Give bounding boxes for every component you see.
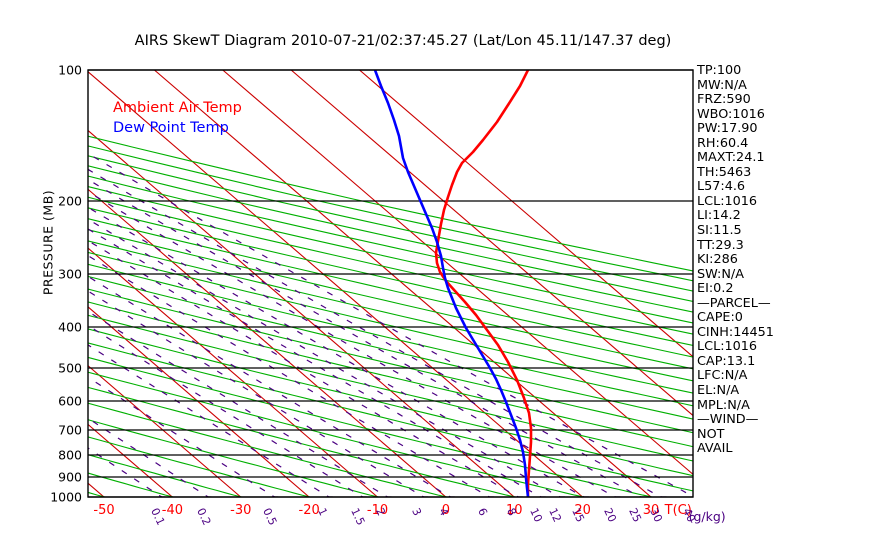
legend-ambient-air-temp: Ambient Air Temp <box>113 100 242 116</box>
panel-row-13: KI:286 <box>697 252 738 268</box>
bottom-temp-tick-30: 30 <box>642 503 660 518</box>
panel-row-8: L57:4.6 <box>697 179 746 195</box>
dry-adiabat-lines <box>88 135 693 497</box>
panel-row-18: CINH:14451 <box>697 324 774 340</box>
isobar-lines <box>88 69 693 498</box>
pressure-tick-600: 600 <box>58 393 82 409</box>
mixing-ratio-lines <box>88 152 693 497</box>
sounding-curves <box>373 70 533 497</box>
panel-row-7: TH:5463 <box>697 164 752 180</box>
x-axis-mixing-label: (g/kg) <box>688 509 726 524</box>
panel-row-9: LCL:1016 <box>697 193 758 209</box>
panel-row-22: EL:N/A <box>697 383 740 399</box>
pressure-tick-700: 700 <box>58 422 82 438</box>
bottom-temp-tick--10: -10 <box>366 503 389 518</box>
panel-row-21: LFC:N/A <box>697 368 748 384</box>
page-title: AIRS SkewT Diagram 2010-07-21/02:37:45.2… <box>134 33 672 49</box>
panel-row-24: —WIND— <box>697 412 759 428</box>
bottom-temp-tick-10: 10 <box>505 503 523 518</box>
sounding-indices-panel: TP:100 MW:N/A FRZ:590 WBO:1016 PW:17.90 RH:60… <box>697 63 867 457</box>
panel-row-26: AVAIL <box>697 441 733 457</box>
pressure-tick-900: 900 <box>58 469 82 485</box>
panel-row-25: NOT <box>697 426 725 442</box>
panel-row-17: CAPE:0 <box>697 310 743 326</box>
panel-row-1: MW:N/A <box>697 77 747 93</box>
pressure-tick-100: 100 <box>58 62 82 78</box>
bottom-temp-tick--40: -40 <box>161 503 183 518</box>
panel-row-11: SI:11.5 <box>697 223 742 239</box>
bottom-temp-tick-20: 20 <box>574 503 591 518</box>
pressure-tick-300: 300 <box>58 266 82 282</box>
panel-row-0: TP:100 <box>697 63 742 78</box>
panel-row-20: CAP:13.1 <box>697 353 756 369</box>
panel-row-14: SW:N/A <box>697 266 744 282</box>
panel-row-5: RH:60.4 <box>697 135 749 151</box>
panel-row-10: LI:14.2 <box>697 208 741 224</box>
panel-row-3: WBO:1016 <box>697 106 765 122</box>
bottom-temp-tick-0: 0 <box>441 503 451 518</box>
bottom-temp-tick--50: -50 <box>93 503 115 518</box>
panel-row-12: TT:29.3 <box>697 237 744 253</box>
panel-row-16: —PARCEL— <box>697 295 771 311</box>
panel-row-15: EI:0.2 <box>697 281 734 297</box>
bottom-temp-tick--30: -30 <box>230 503 252 518</box>
pressure-tick-1000: 1000 <box>50 489 82 505</box>
panel-row-6: MAXT:24.1 <box>697 150 765 166</box>
panel-row-2: FRZ:590 <box>697 92 751 108</box>
plot-frame <box>87 69 694 498</box>
panel-row-19: LCL:1016 <box>697 339 758 355</box>
panel-row-23: MPL:N/A <box>697 397 750 413</box>
pressure-tick-500: 500 <box>58 360 82 376</box>
pressure-tick-800: 800 <box>58 447 82 463</box>
panel-row-4: PW:17.90 <box>697 121 758 137</box>
pressure-tick-200: 200 <box>58 193 82 209</box>
x-axis-temp-label: T(C) <box>664 503 692 518</box>
legend-dew-point-temp: Dew Point Temp <box>113 120 229 136</box>
bottom-temp-tick--20: -20 <box>298 503 320 518</box>
pressure-tick-400: 400 <box>58 319 82 335</box>
